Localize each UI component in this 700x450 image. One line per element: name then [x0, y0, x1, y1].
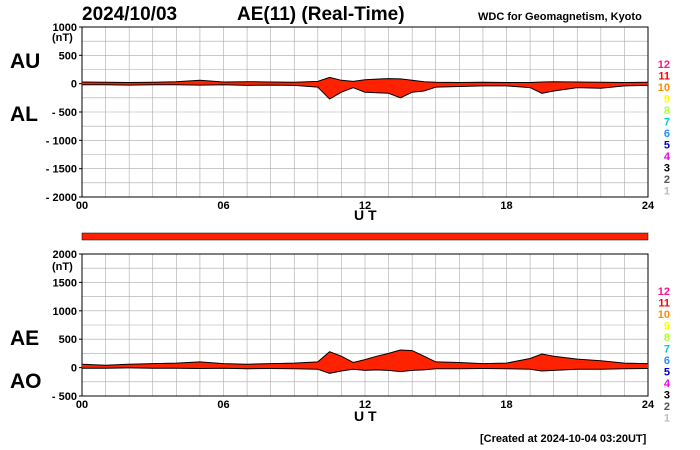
- station-count-label: 5: [664, 140, 670, 152]
- y-tick-label: 0: [71, 363, 77, 375]
- station-count-label: 11: [658, 71, 670, 83]
- y-tick-label: 2000: [53, 249, 77, 261]
- station-count-label: 9: [664, 321, 670, 333]
- y-tick-label: 1000: [53, 306, 77, 318]
- ao-label: AO: [10, 370, 42, 393]
- x-tick-label: 06: [217, 200, 229, 212]
- station-count-label: 10: [658, 309, 670, 321]
- x-tick-label: 12: [359, 200, 371, 212]
- station-count-label: 3: [664, 390, 670, 402]
- station-count-label: 7: [664, 344, 670, 356]
- chart-date: 2024/10/03: [82, 4, 178, 25]
- station-count-label: 12: [658, 286, 670, 298]
- station-count-label: 4: [664, 378, 671, 390]
- x-tick-label: 06: [217, 399, 229, 411]
- y-tick-label: - 2000: [46, 192, 77, 204]
- station-count-label: 9: [664, 94, 670, 106]
- panel1-xlabel: U T: [354, 207, 377, 223]
- series-upper-line: [81, 76, 649, 84]
- y-tick-label: 1500: [53, 277, 77, 289]
- panel2-unit: (nT): [52, 261, 73, 273]
- station-count-label: 1: [664, 186, 670, 198]
- station-count-label: 2: [664, 174, 670, 186]
- created-timestamp: [Created at 2024-10-04 03:20UT]: [480, 433, 647, 445]
- station-count-label: 6: [664, 355, 670, 367]
- station-count-label: 11: [658, 298, 670, 310]
- x-tick-label: 18: [500, 399, 512, 411]
- y-tick-label: 500: [59, 50, 77, 62]
- x-tick-label: 24: [642, 399, 655, 411]
- station-count-label: 1: [664, 413, 670, 425]
- series-upper-line: [81, 349, 649, 366]
- x-tick-label: 00: [76, 399, 88, 411]
- x-tick-label: 00: [76, 200, 88, 212]
- station-count-label: 7: [664, 117, 670, 129]
- x-tick-label: 12: [359, 399, 371, 411]
- y-tick-label: - 500: [52, 391, 77, 403]
- panel1-unit: (nT): [52, 32, 73, 44]
- ae-label: AE: [10, 327, 40, 350]
- station-count-label: 2: [664, 401, 670, 413]
- station-count-label: 8: [664, 332, 670, 344]
- series-lower-line: [82, 84, 649, 100]
- al-label: AL: [10, 103, 38, 126]
- y-tick-label: - 1000: [46, 135, 77, 147]
- y-tick-label: 1000: [53, 22, 77, 34]
- station-count-label: 12: [658, 59, 670, 71]
- chart-title: AE(11) (Real-Time): [237, 4, 405, 25]
- panel2-xlabel: U T: [354, 408, 377, 424]
- plot-frame: [81, 253, 649, 397]
- y-tick-label: 500: [59, 334, 77, 346]
- x-tick-label: 24: [642, 200, 655, 212]
- series-lower-line: [82, 367, 649, 374]
- series-area: [82, 350, 648, 374]
- y-tick-label: 0: [71, 79, 77, 91]
- station-count-label: 5: [664, 367, 670, 379]
- data-availability-bar: [81, 232, 649, 241]
- station-count-label: 8: [664, 105, 670, 117]
- y-tick-label: - 500: [52, 107, 77, 119]
- station-count-label: 4: [664, 151, 671, 163]
- station-count-label: 3: [664, 163, 670, 175]
- x-tick-label: 18: [500, 200, 512, 212]
- au-label: AU: [10, 50, 41, 73]
- y-tick-label: - 1500: [46, 164, 77, 176]
- station-count-label: 6: [664, 128, 670, 140]
- station-count-label: 10: [658, 82, 670, 94]
- data-source: WDC for Geomagnetism, Kyoto: [478, 11, 642, 23]
